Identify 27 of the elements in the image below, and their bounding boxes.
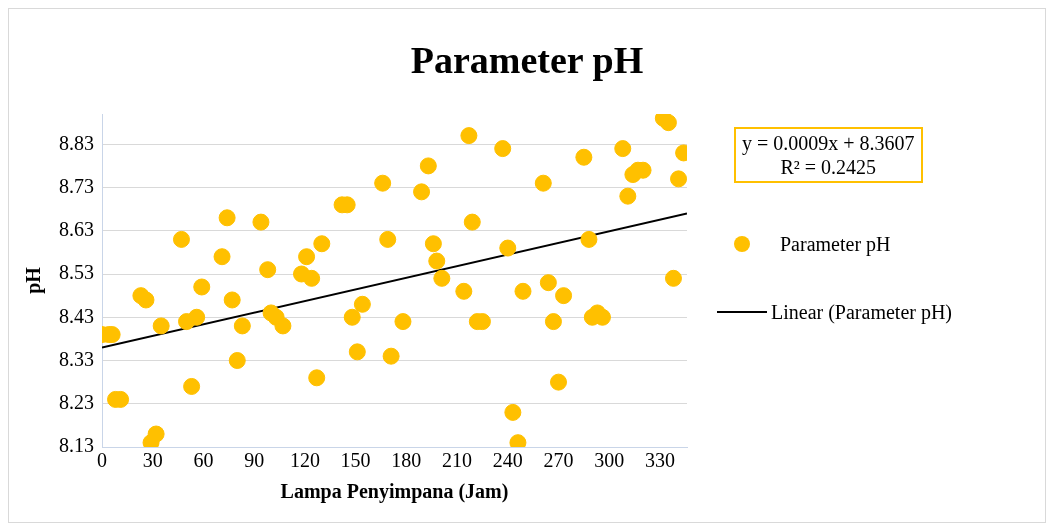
x-tick-label: 300: [594, 449, 625, 472]
chart-title: Parameter pH: [409, 38, 645, 83]
legend-label: Parameter pH: [780, 232, 891, 256]
y-tick-label: 8.13: [59, 434, 94, 457]
x-tick-label: 180: [391, 449, 422, 472]
x-tick-label: 30: [142, 449, 163, 472]
x-axis-title: Lampa Penyimpana (Jam): [280, 480, 509, 504]
x-tick-label: 240: [492, 449, 523, 472]
y-tick-label: 8.73: [59, 174, 94, 197]
y-tick-label: 8.33: [59, 347, 94, 370]
x-tick-label: 270: [543, 449, 574, 472]
x-tick-label: 120: [289, 449, 320, 472]
x-tick-label: 330: [644, 449, 675, 472]
y-axis-title: pH: [22, 266, 46, 294]
y-tick-label: 8.43: [59, 304, 94, 327]
x-tick-label: 0: [97, 449, 107, 472]
y-tick-label: 8.83: [59, 131, 94, 154]
x-tick-label: 60: [193, 449, 214, 472]
x-tick-label: 150: [340, 449, 371, 472]
legend-label: Linear (Parameter pH): [771, 300, 953, 324]
x-tick-label: 90: [244, 449, 265, 472]
y-tick-label: 8.23: [59, 391, 94, 413]
x-tick-label: 210: [442, 449, 473, 472]
y-tick-label: 8.53: [59, 261, 94, 284]
text: y = 0.0009x + 8.3607: [742, 131, 915, 155]
text: R² = 0.2425: [779, 155, 878, 179]
y-tick-label: 8.63: [59, 218, 94, 241]
